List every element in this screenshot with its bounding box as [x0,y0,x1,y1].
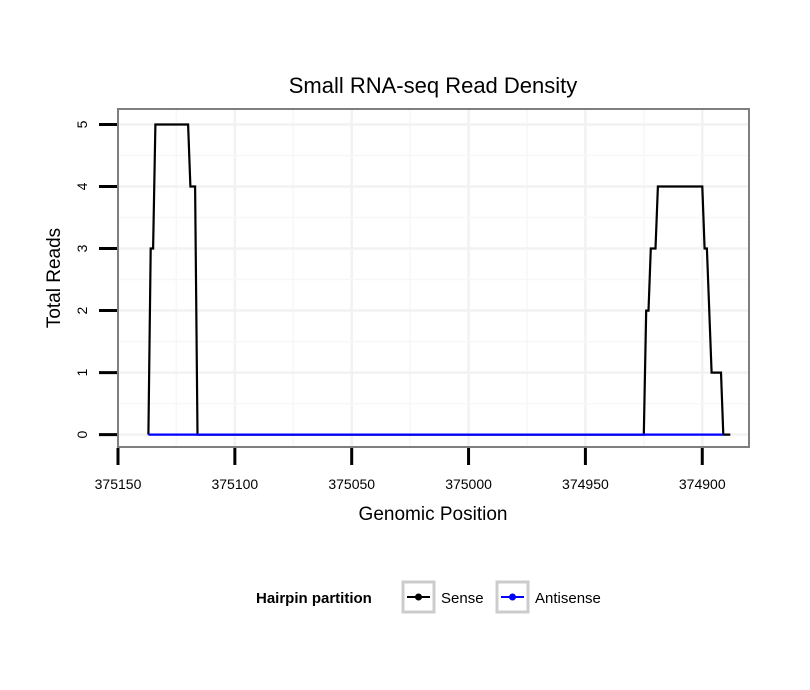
x-tick-label: 375150 [95,476,142,492]
x-tick-label: 374950 [562,476,609,492]
y-axis: 0 1 2 3 4 5 [74,120,117,438]
legend-label: Antisense [535,590,601,607]
legend: Hairpin partition Sense Antisense [256,580,601,614]
x-tick-label: 375000 [445,476,492,492]
x-tick-label: 375100 [211,476,258,492]
legend-item-sense: Sense [401,580,484,614]
series-lines [147,123,731,436]
chart-title: Small RNA-seq Read Density [289,73,578,98]
y-tick-label: 4 [74,182,90,190]
y-tick-label: 2 [74,306,90,314]
legend-title: Hairpin partition [256,590,372,607]
legend-item-antisense: Antisense [495,580,601,614]
plot-panel [118,109,749,447]
x-tick-label: 375050 [328,476,375,492]
series-line-sense [147,123,731,436]
y-tick-label: 0 [74,430,90,438]
y-axis-label: Total Reads [44,228,65,328]
legend-key-marker [509,593,516,601]
y-tick-label: 1 [74,368,90,376]
x-axis: 375150 375100 375050 375000 374950 374900 [95,448,726,492]
y-tick-label: 3 [74,244,90,252]
legend-key-marker [415,593,422,601]
y-tick-label: 5 [74,120,90,128]
x-axis-label: Genomic Position [359,504,508,525]
x-tick-label: 374900 [679,476,726,492]
plot-border [117,108,750,448]
legend-label: Sense [441,590,484,607]
